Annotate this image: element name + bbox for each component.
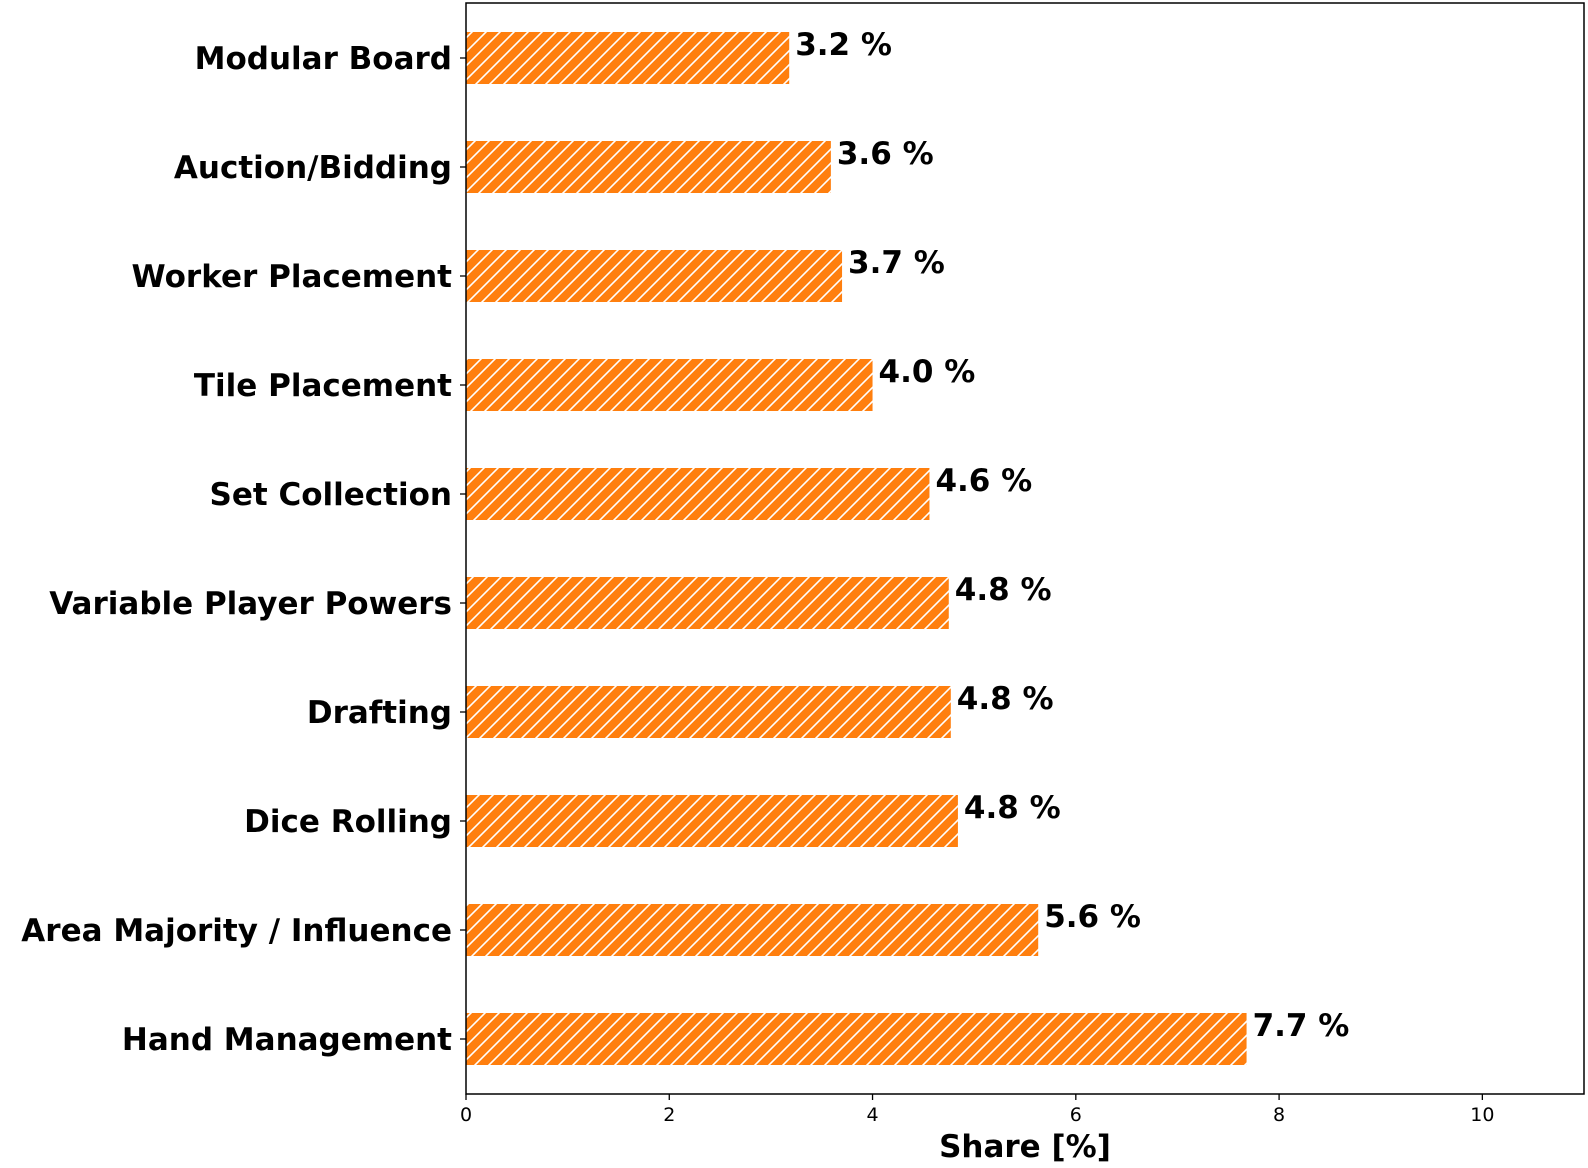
x-tick-label: 2 [663,1104,675,1126]
bar-value-label: 4.8 % [964,790,1061,826]
bar-value-label: 4.8 % [957,681,1054,717]
y-tick-label: Dice Rolling [244,804,452,840]
x-tick-label: 0 [460,1104,472,1126]
bar-value-label: 5.6 % [1044,899,1141,935]
labels-layer: Hand Management 7.7 % Area Majority / Infl… [21,27,1349,1058]
bar-value-label: 4.8 % [955,572,1052,608]
y-tick-label: Tile Placement [194,368,452,404]
bar [466,468,930,520]
plot-area-frame [465,2,1585,1095]
x-tick-label: 8 [1273,1104,1285,1126]
bar [466,577,949,629]
y-tick-label: Modular Board [195,41,452,77]
bar [466,795,958,847]
bar [466,904,1039,956]
bars-layer [466,32,1247,1065]
y-tick-label: Area Majority / Influence [21,913,452,949]
x-tick-label: 6 [1070,1104,1082,1126]
x-tick-label: 10 [1470,1104,1494,1126]
bar [466,141,831,193]
y-tick-label: Drafting [307,695,452,731]
bar-value-label: 4.0 % [879,354,976,390]
x-tick-label: 4 [866,1104,878,1126]
bar [466,250,843,302]
y-tick-label: Variable Player Powers [49,586,452,622]
bar-value-label: 4.6 % [935,463,1032,499]
bar [466,686,951,738]
bar [466,32,790,84]
x-axis: 0 2 4 6 8 10 [460,1094,1494,1126]
y-tick-label: Auction/Bidding [174,150,452,186]
bar-value-label: 3.6 % [837,136,934,172]
x-axis-title: Share [%] [939,1129,1111,1165]
bar-value-label: 7.7 % [1253,1008,1350,1044]
bar [466,1013,1247,1065]
y-tick-label: Set Collection [210,477,452,513]
bar-value-label: 3.2 % [795,27,892,63]
bar-value-label: 3.7 % [848,245,945,281]
bar [466,359,873,411]
y-tick-label: Hand Management [122,1022,452,1058]
y-tick-label: Worker Placement [132,259,453,295]
